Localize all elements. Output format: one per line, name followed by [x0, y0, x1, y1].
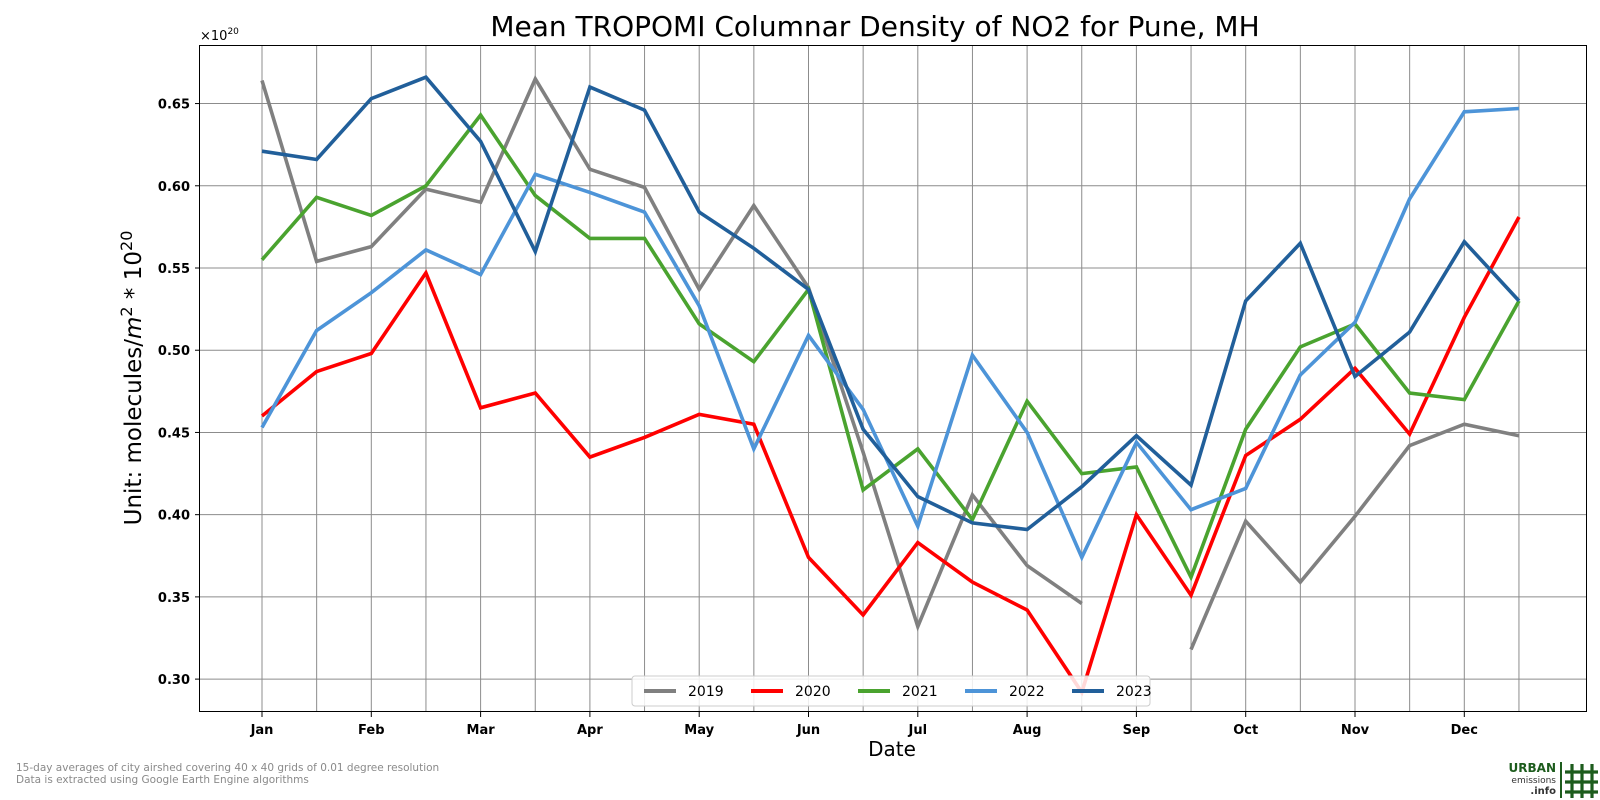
footnote-resolution: 15-day averages of city airshed covering… — [16, 762, 440, 774]
plot-area-frame — [199, 45, 1587, 712]
logo-line-2: emissions — [1511, 776, 1556, 786]
series-line-2023 — [261, 75, 1521, 532]
y-axis-ticks: 0.30 0.35 0.40 0.45 0.50 0.55 0.60 0.65 — [158, 98, 200, 688]
x-tick-label: Jul — [908, 723, 928, 738]
y-tick-label: 0.35 — [158, 591, 190, 606]
x-tick-label: Jun — [796, 723, 820, 738]
series-line-2020 — [260, 216, 1521, 697]
urban-emissions-logo: URBAN emissions .info — [1496, 760, 1600, 800]
x-tick-label: Oct — [1233, 723, 1258, 738]
x-tick-label: Jan — [250, 723, 274, 738]
y-axis-label: Unit: molecules/m2 * 1020 — [117, 231, 147, 526]
legend-label-2023: 2023 — [1116, 684, 1152, 700]
grid-lines — [200, 46, 1587, 712]
legend-label-2022: 2022 — [1009, 684, 1045, 700]
series-lines — [260, 75, 1521, 697]
legend-label-2021: 2021 — [902, 684, 938, 700]
y-tick-label: 0.65 — [158, 98, 190, 113]
x-tick-label: Feb — [358, 723, 384, 738]
x-tick-label: Sep — [1123, 723, 1151, 738]
y-tick-label: 0.50 — [158, 344, 190, 359]
y-tick-label: 0.45 — [158, 426, 190, 441]
legend: 2019 2020 2021 2022 2023 — [631, 675, 1152, 707]
x-axis-ticks: Jan Feb Mar Apr May Jun Jul Aug Sep Oct Nov Dec — [250, 712, 1478, 738]
logo-line-3: .info — [1530, 786, 1556, 797]
y-offset-text: ×1020 — [200, 27, 239, 44]
x-tick-label: Aug — [1013, 723, 1042, 738]
x-tick-label: Nov — [1341, 723, 1370, 738]
series-line-2022 — [260, 106, 1520, 562]
x-tick-label: May — [684, 723, 714, 738]
footnote-source: Data is extracted using Google Earth Eng… — [16, 774, 309, 786]
x-tick-label: Apr — [577, 723, 603, 738]
legend-box — [631, 675, 1151, 707]
y-tick-label: 0.55 — [158, 262, 190, 277]
series-line-2019 — [260, 75, 1520, 651]
x-tick-label: Dec — [1451, 723, 1478, 738]
logo-grid-icon — [1560, 762, 1598, 798]
chart-title: Mean TROPOMI Columnar Density of NO2 for… — [490, 10, 1259, 43]
x-tick-label: Mar — [467, 723, 496, 738]
y-tick-label: 0.30 — [158, 673, 190, 688]
legend-label-2020: 2020 — [795, 684, 831, 700]
x-axis-label: Date — [868, 737, 916, 760]
y-tick-label: 0.40 — [158, 509, 190, 524]
chart-svg: Mean TROPOMI Columnar Density of NO2 for… — [117, 10, 1587, 760]
legend-label-2019: 2019 — [688, 684, 724, 700]
logo-line-1: URBAN — [1508, 761, 1556, 775]
y-tick-label: 0.60 — [158, 180, 190, 195]
